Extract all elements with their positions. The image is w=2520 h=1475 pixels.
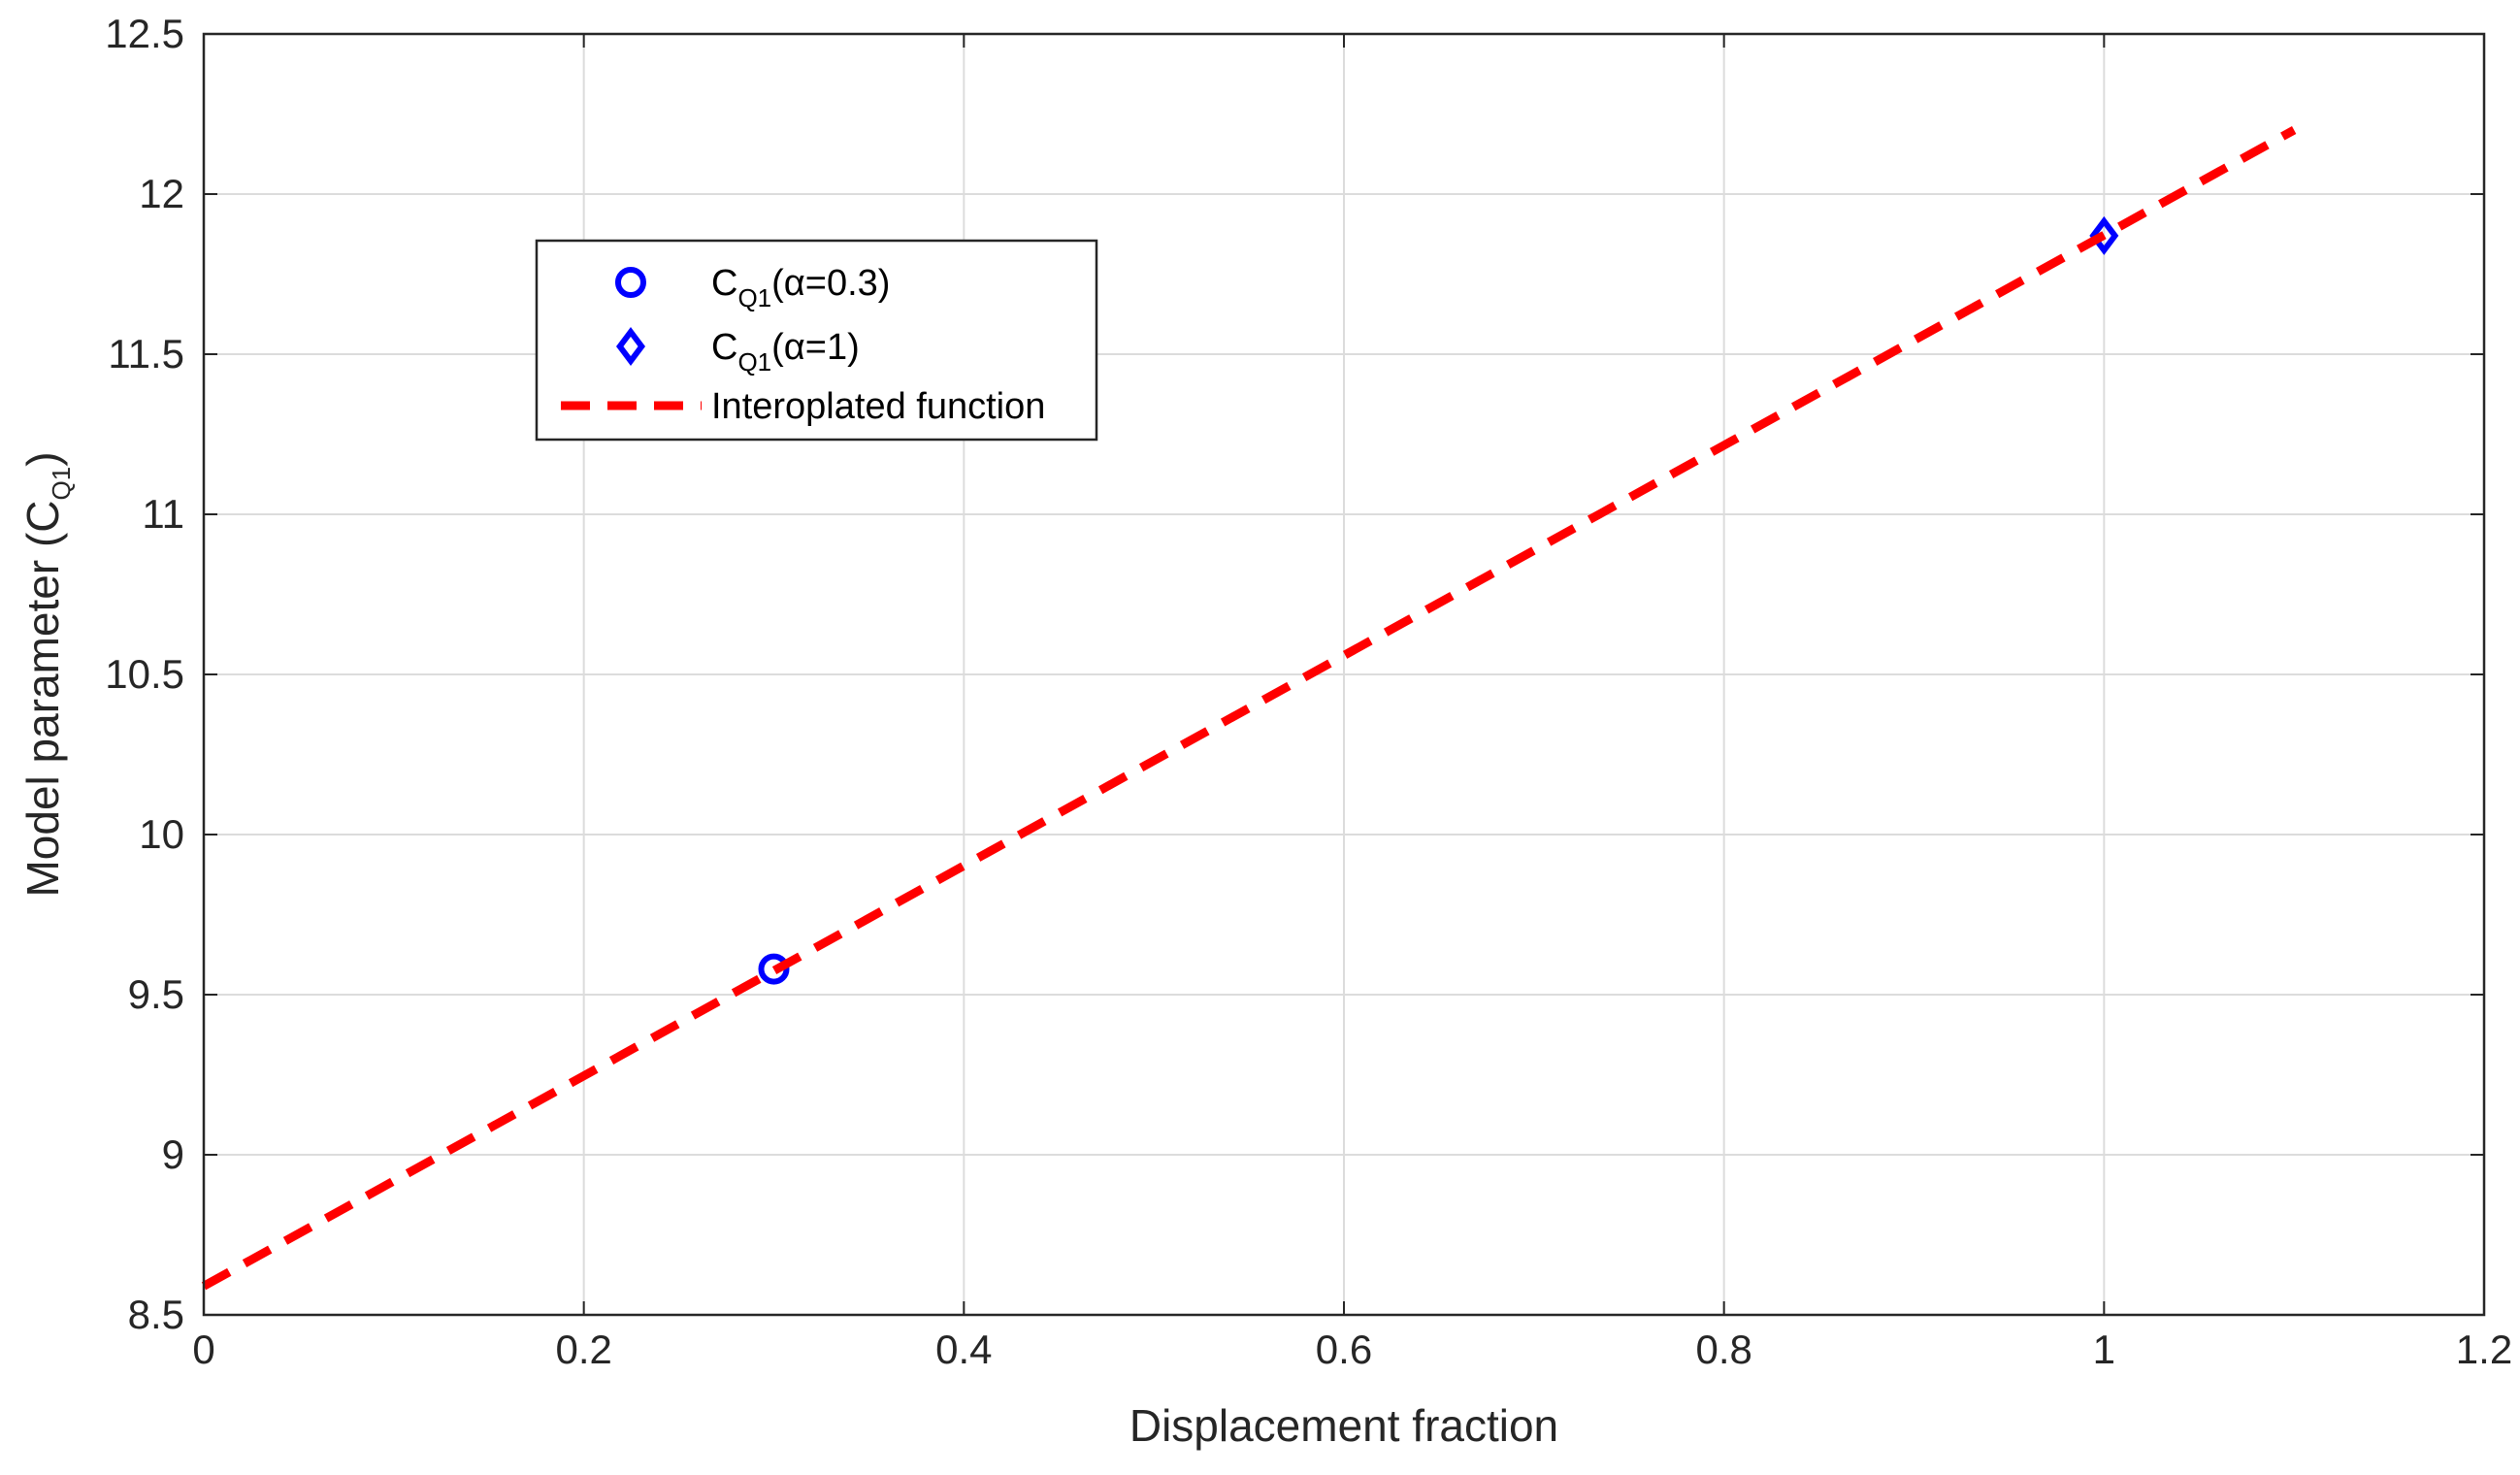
y-tick-label: 11 (142, 491, 184, 537)
series-layer (201, 126, 2297, 1291)
y-axis-label-close: ) (17, 451, 68, 466)
y-tick-label: 9.5 (128, 971, 184, 1017)
legend-entry-label: Interoplated function (711, 386, 1045, 427)
legend-entry-label: CQ1(α=1) (711, 327, 860, 377)
legend-label-sub: Q1 (737, 347, 771, 377)
y-axis-label-sub: Q1 (47, 467, 76, 501)
legend-diamond-marker (616, 327, 645, 366)
legend-label-rest: Interoplated function (711, 386, 1045, 427)
y-axis-label: Model parameter (CQ1) (17, 451, 76, 897)
legend-entry-label: CQ1(α=0.3) (711, 263, 890, 312)
x-tick-label: 0.6 (1316, 1327, 1372, 1372)
legend-label-base: C (711, 327, 737, 368)
legend-circle-marker (615, 267, 646, 298)
x-tick-label: 1.2 (2456, 1327, 2512, 1372)
legend-label-rest: (α=1) (771, 327, 860, 368)
y-tick-label: 10.5 (105, 651, 184, 697)
interpolated-function-line (201, 126, 2297, 1291)
y-tick-label: 12.5 (105, 11, 184, 56)
y-tick-label: 9 (162, 1131, 184, 1177)
x-axis-label: Displacement fraction (1129, 1400, 1558, 1451)
y-tick-label: 11.5 (108, 331, 184, 377)
legend-label-rest: (α=0.3) (771, 263, 890, 304)
x-tick-label: 0.4 (935, 1327, 992, 1372)
x-tick-label: 0 (192, 1327, 214, 1372)
y-tick-label: 8.5 (128, 1292, 184, 1337)
legend-box (535, 239, 1098, 442)
data-point-diamond (2089, 215, 2119, 255)
x-tick-label: 1 (2093, 1327, 2115, 1372)
y-tick-label: 10 (139, 811, 184, 857)
tick-labels: 0 0.2 0.4 0.6 0.8 1 1.2 8.5 9 9.5 10 10.5 11 11.5 12 12… (105, 11, 2512, 1372)
legend-label-sub: Q1 (737, 283, 771, 312)
y-tick-label: 12 (139, 171, 184, 216)
x-tick-label: 0.2 (555, 1327, 611, 1372)
data-point-circle (758, 953, 790, 985)
x-tick-label: 0.8 (1695, 1327, 1751, 1372)
y-axis-label-main: Model parameter (C (17, 500, 68, 897)
legend: CQ1(α=0.3)CQ1(α=1)Interoplated function (535, 239, 1098, 442)
legend-label-base: C (711, 263, 737, 304)
